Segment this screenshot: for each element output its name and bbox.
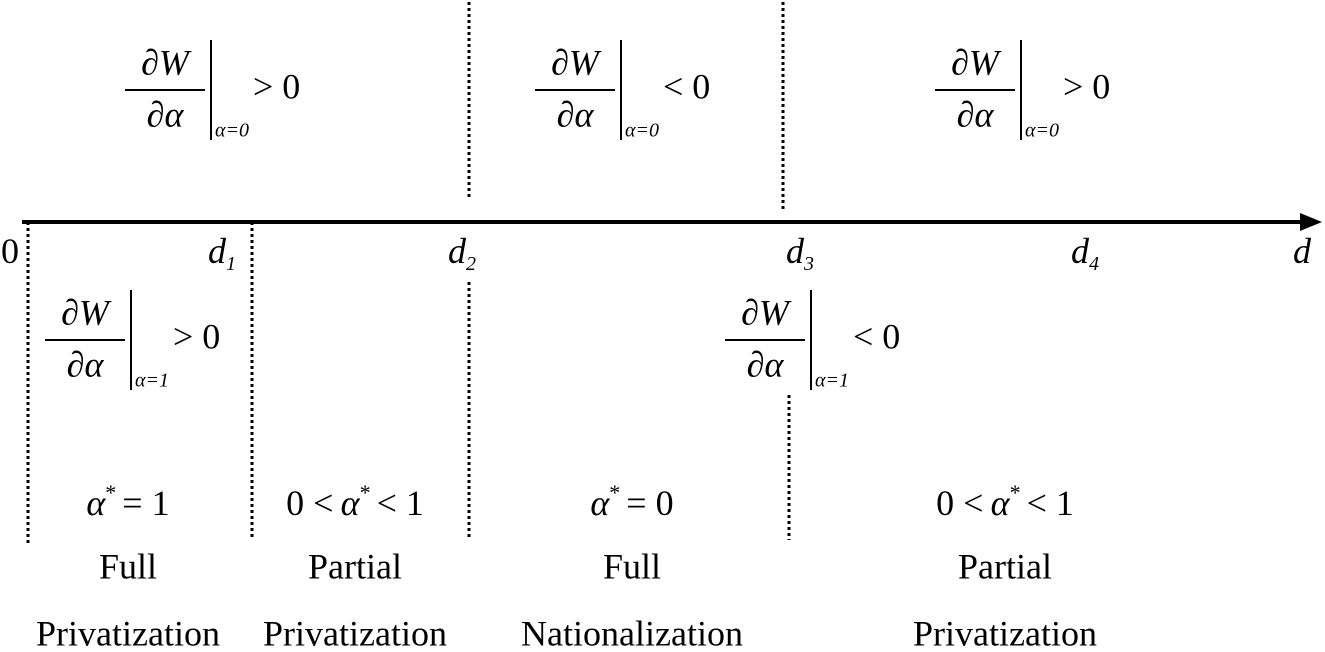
tick-symbol: d	[448, 231, 467, 271]
regime-label: Privatization	[36, 613, 220, 652]
relation: > 0	[1063, 66, 1110, 106]
numerator: ∂W	[551, 42, 602, 82]
regime-condition: α* = 1	[86, 480, 169, 523]
subscript: α=1	[135, 370, 169, 392]
condition-suffix: = 0	[626, 483, 673, 523]
regime-condition: α* = 0	[590, 480, 673, 523]
denominator: ∂α	[67, 344, 105, 384]
tick-symbol: d	[1293, 231, 1312, 271]
relation: > 0	[173, 316, 220, 356]
subscript: α=0	[215, 120, 249, 142]
regime-label: Full	[603, 546, 661, 586]
condition-symbol: α	[590, 483, 610, 523]
tick-symbol: 0	[1, 231, 19, 271]
tick-symbol: d	[1071, 231, 1090, 271]
subscript: α=1	[815, 370, 849, 392]
condition-suffix: < 1	[377, 483, 424, 523]
relation: < 0	[853, 316, 900, 356]
regime-label: Privatization	[913, 613, 1097, 652]
denominator: ∂α	[957, 94, 995, 134]
regime-label: Privatization	[263, 613, 447, 652]
relation: > 0	[253, 66, 300, 106]
condition-sup: *	[1010, 480, 1021, 505]
tick-label: d1	[208, 231, 236, 274]
condition-sup: *	[105, 480, 116, 505]
tick-index: 2	[466, 253, 476, 275]
tick-label: d3	[786, 231, 814, 274]
numerator: ∂W	[141, 42, 192, 82]
tick-symbol: d	[786, 231, 805, 271]
tick-label: 0	[1, 231, 19, 271]
subscript: α=0	[1025, 120, 1059, 142]
condition-prefix: 0 <	[286, 483, 333, 523]
tick-label: d	[1293, 231, 1312, 271]
tick-index: 1	[226, 253, 236, 275]
tick-label: d4	[1071, 231, 1099, 274]
condition-sup: *	[609, 480, 620, 505]
tick-index: 4	[1089, 253, 1099, 275]
regime-label: Nationalization	[521, 613, 743, 652]
tick-symbol: d	[208, 231, 227, 271]
condition-suffix: = 1	[122, 483, 169, 523]
numerator: ∂W	[61, 292, 112, 332]
regime-label: Full	[99, 546, 157, 586]
condition-symbol: α	[341, 483, 361, 523]
regime-label: Partial	[308, 546, 402, 586]
tick-label: d2	[448, 231, 476, 274]
subscript: α=0	[625, 120, 659, 142]
denominator: ∂α	[147, 94, 185, 134]
space	[333, 483, 340, 523]
tick-index: 3	[803, 253, 814, 275]
denominator: ∂α	[557, 94, 595, 134]
denominator: ∂α	[747, 344, 785, 384]
condition-sup: *	[360, 480, 371, 505]
regime-condition: 0 < α* < 1	[286, 480, 424, 523]
condition-prefix: 0 <	[936, 483, 983, 523]
regime-label: Partial	[958, 546, 1052, 586]
condition-suffix: < 1	[1027, 483, 1074, 523]
numerator: ∂W	[951, 42, 1002, 82]
regime-condition: 0 < α* < 1	[936, 480, 1074, 523]
axis-arrow	[1300, 213, 1322, 231]
condition-symbol: α	[86, 483, 106, 523]
space	[983, 483, 990, 523]
numerator: ∂W	[741, 292, 792, 332]
relation: < 0	[663, 66, 710, 106]
condition-symbol: α	[991, 483, 1011, 523]
